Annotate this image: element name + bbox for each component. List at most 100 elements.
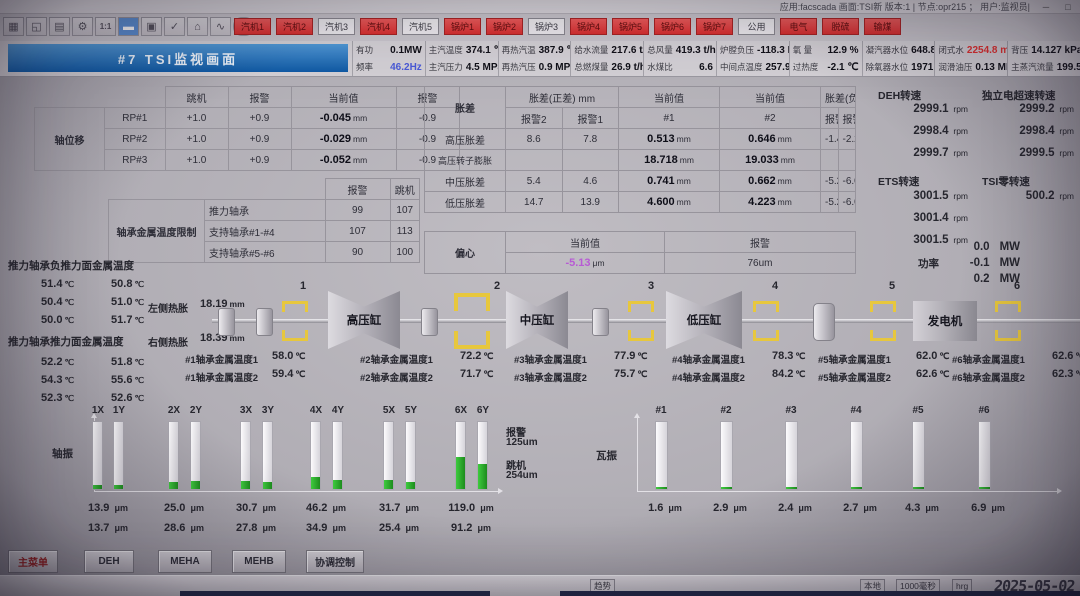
minimize-blue-icon[interactable]: ▬ xyxy=(118,17,139,36)
ets-speed-value: 3001.5 rpm xyxy=(913,190,968,202)
nav-button-11[interactable]: 锅炉6 xyxy=(654,18,691,35)
bearing-temp-label: #5轴承金属温度2 xyxy=(818,373,891,384)
metric-cell: 氧 量 12.9 % 过热度 -2.1 ℃ xyxy=(788,41,862,76)
nav-button-6[interactable]: 锅炉1 xyxy=(444,18,481,35)
generator: 发电机 xyxy=(913,301,977,341)
nav-button-15[interactable]: 脱硫 xyxy=(822,18,859,35)
thrust-neg-label: 推力轴承负推力面金属温度 xyxy=(8,260,134,272)
eccentricity-value: -5.13 μm xyxy=(505,252,665,274)
bearing-temp-value: 71.7 ℃ xyxy=(460,368,494,380)
metric-value: 4.5 MPa xyxy=(465,61,498,73)
coupling xyxy=(813,303,835,341)
current-value: 4.223 mm xyxy=(719,191,821,213)
nav-button-5[interactable]: 汽机5 xyxy=(402,18,439,35)
frame-icon[interactable]: ▣ xyxy=(141,17,162,36)
nav-button-14[interactable]: 电气 xyxy=(780,18,817,35)
metric-value: 374.1 ℃ xyxy=(465,45,498,57)
bar-label: #6 xyxy=(978,405,990,416)
nav-button-9[interactable]: 锅炉4 xyxy=(570,18,607,35)
print-icon[interactable]: ▤ xyxy=(49,17,70,36)
nav-button-10[interactable]: 锅炉5 xyxy=(612,18,649,35)
column-header: 报警 xyxy=(664,231,856,253)
deh-speed-value: 2999.1 rpm xyxy=(913,103,968,115)
bearing-temp-label: #4轴承金属温度1 xyxy=(672,355,745,366)
metric-label: 背压 xyxy=(1011,45,1029,56)
y-axis xyxy=(637,418,638,492)
bar-label: 6Y xyxy=(476,405,490,416)
metric-label: 总燃煤量 xyxy=(574,61,609,72)
metric-label: 给水流量 xyxy=(574,45,609,56)
maximize-icon[interactable]: □ xyxy=(1065,1,1071,12)
deh-speed-label: DEH转速 xyxy=(878,90,922,102)
overspeed-value: 2999.2 rpm xyxy=(1019,103,1074,115)
column-header: 当前值 xyxy=(618,86,720,108)
current-value: 0.513 mm xyxy=(618,128,720,150)
bearing-temp-label: #6轴承金属温度1 xyxy=(952,355,1025,366)
nav-button-4[interactable]: 汽机4 xyxy=(360,18,397,35)
vibration-bar-6y xyxy=(477,421,488,490)
ets-speed-value: 3001.4 rpm xyxy=(913,212,968,224)
metric-value: 257.9 ℃ xyxy=(765,61,789,73)
bearing-number: 1 xyxy=(300,280,307,292)
bearing-temp-label: #2轴承金属温度2 xyxy=(360,373,433,384)
vibration-value: 25.0 μm xyxy=(164,502,204,514)
minimize-icon[interactable]: ─ xyxy=(1042,1,1050,12)
mehb-button[interactable]: MEHB xyxy=(232,550,286,573)
metric-cell: 总风量 419.3 t/h 水煤比 6.6 xyxy=(643,41,716,76)
nav-button-2[interactable]: 汽机2 xyxy=(276,18,313,35)
home-icon[interactable]: ⌂ xyxy=(187,17,208,36)
thrust-temp: 51.4 ℃ xyxy=(41,278,74,290)
confirm-icon[interactable]: ✓ xyxy=(164,17,185,36)
bearing-number: 6 xyxy=(1014,280,1021,292)
bearing-symbol-5 xyxy=(870,301,896,341)
bearing-temp-value: 78.3 ℃ xyxy=(772,350,806,362)
bearing-number: 4 xyxy=(772,280,779,292)
nav-button-1[interactable]: 汽机1 xyxy=(234,18,271,35)
vibration-value: 30.7 μm xyxy=(236,502,276,514)
vibration-value: 13.9 μm xyxy=(88,502,128,514)
meha-button[interactable]: MEHA xyxy=(158,550,212,573)
nav-button-16[interactable]: 输煤 xyxy=(864,18,901,35)
bar-label: 2Y xyxy=(189,405,203,416)
nav-button-12[interactable]: 锅炉7 xyxy=(696,18,733,35)
coordinated-control-button[interactable]: 协调控制 xyxy=(306,550,364,573)
fit-screen-icon[interactable]: ◱ xyxy=(26,17,47,36)
x-axis xyxy=(94,491,498,492)
tools-icon[interactable]: ⚙ xyxy=(72,17,93,36)
axis-arrow xyxy=(498,488,503,494)
power-value: -0.1 MW xyxy=(969,257,1020,269)
zoom-ratio-button[interactable]: 1:1 xyxy=(95,17,116,36)
vibration-value: 91.2 μm xyxy=(451,522,491,534)
current-value: 19.033 mm xyxy=(719,149,821,171)
trend-icon[interactable]: ∿ xyxy=(210,17,231,36)
pad-bar-5 xyxy=(912,421,925,490)
nav-button-7[interactable]: 锅炉2 xyxy=(486,18,523,35)
metric-value: 0.9 MPa xyxy=(538,61,571,73)
bar-label: 4Y xyxy=(331,405,345,416)
metric-value: 419.3 t/h xyxy=(675,45,716,57)
column-header: 当前值 xyxy=(505,231,665,253)
trip-limit-value: 254um xyxy=(506,470,538,481)
main-menu-button[interactable]: 主菜单 xyxy=(8,550,58,573)
current-value: 0.646 mm xyxy=(719,128,821,150)
deh-button[interactable]: DEH xyxy=(84,550,134,573)
overspeed-value: 2998.4 rpm xyxy=(1019,125,1074,137)
nav-button-13[interactable]: 公用 xyxy=(738,18,775,35)
overspeed-value: 2999.5 rpm xyxy=(1019,147,1074,159)
pad-bar-6 xyxy=(978,421,991,490)
nav-button-3[interactable]: 汽机3 xyxy=(318,18,355,35)
current-value: 0.741 mm xyxy=(618,170,720,192)
metric-value: 0.13 MPa xyxy=(975,61,1007,73)
nav-button-8[interactable]: 锅炉3 xyxy=(528,18,565,35)
expansion-table: 胀差 胀差(正差) mm 当前值 当前值 胀差(负差) mm 报警2 报警1 #… xyxy=(424,86,856,213)
thrust-temp: 50.8 ℃ xyxy=(111,278,144,290)
tile-windows-icon[interactable]: ▦ xyxy=(3,17,24,36)
metric-value: 387.9 ℃ xyxy=(538,45,571,57)
